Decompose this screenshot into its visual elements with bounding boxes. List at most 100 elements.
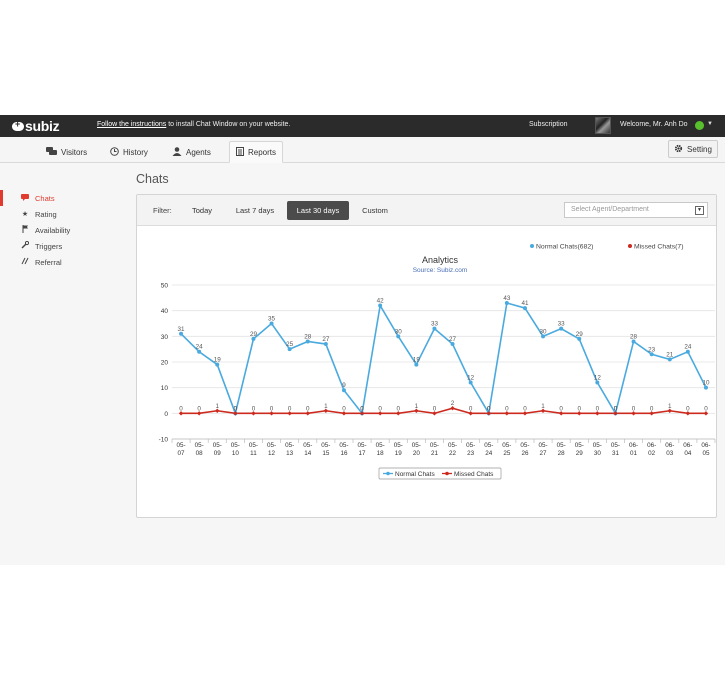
missed-chats-point xyxy=(341,411,347,416)
x-tick-label: 15 xyxy=(322,450,330,457)
normal-chats-data-label: 41 xyxy=(521,300,529,307)
tab-label: Agents xyxy=(186,147,211,157)
avatar[interactable] xyxy=(595,117,611,134)
main-nav: Visitors History Agents Reports Setting xyxy=(0,137,725,163)
missed-chats-point xyxy=(468,411,473,416)
normal-chats-point xyxy=(631,339,636,344)
clock-icon xyxy=(110,146,119,158)
sidebar-item-chats[interactable]: Chats xyxy=(0,190,120,206)
normal-chats-point xyxy=(504,300,509,305)
sidebar-item-referral[interactable]: Referral xyxy=(0,254,120,270)
missed-chats-data-label: 1 xyxy=(415,403,419,410)
subiz-logo[interactable]: subiz xyxy=(12,118,60,134)
normal-chats-point xyxy=(378,303,383,308)
missed-chats-point xyxy=(667,408,672,413)
chart-title: Analytics xyxy=(422,255,459,265)
chevron-down-icon[interactable]: ▼ xyxy=(707,121,713,127)
x-tick-label: 25 xyxy=(503,450,511,457)
normal-chats-point xyxy=(305,339,310,344)
sidebar-item-label: Availability xyxy=(35,225,71,235)
tab-reports[interactable]: Reports xyxy=(229,141,284,163)
x-tick-label: 30 xyxy=(594,450,602,457)
missed-chats-point xyxy=(196,411,202,416)
normal-chats-line xyxy=(180,301,707,417)
x-tick-label: 22 xyxy=(449,450,457,457)
normal-chats-point xyxy=(341,388,346,393)
filter-bar: Filter: Today Last 7 days Last 30 days C… xyxy=(137,195,716,226)
y-tick-label: 20 xyxy=(161,360,169,367)
missed-chats-data-label: 1 xyxy=(668,403,672,410)
normal-chats-data-label: 29 xyxy=(576,331,584,338)
x-tick-label: 01 xyxy=(630,450,638,457)
online-status-icon[interactable] xyxy=(695,121,704,130)
install-instructions-link[interactable]: Follow the instructions xyxy=(97,121,167,128)
missed-chats-data-label: 0 xyxy=(505,405,509,412)
sidebar-item-label: Rating xyxy=(35,209,57,219)
missed-chats-data-label: 0 xyxy=(704,405,708,412)
reports-sidebar: Chats ★ Rating Availability Triggers Ref… xyxy=(0,190,120,270)
flag-icon xyxy=(21,225,29,235)
missed-chats-data-label: 0 xyxy=(523,405,527,412)
x-tick-label: 05- xyxy=(448,442,457,449)
normal-chats-data-label: 35 xyxy=(268,316,276,323)
filter-last-30-days-button[interactable]: Last 30 days xyxy=(287,201,349,220)
subscription-link[interactable]: Subscription xyxy=(529,121,568,128)
normal-chats-data-label: 27 xyxy=(449,336,457,343)
missed-chats-point xyxy=(504,411,510,416)
normal-chats-data-label: 21 xyxy=(666,351,674,358)
bottom-legend-missed-label[interactable]: Missed Chats xyxy=(454,471,494,478)
x-tick-label: 26 xyxy=(521,450,529,457)
x-tick-label: 28 xyxy=(558,450,566,457)
normal-chats-point xyxy=(432,326,437,331)
sidebar-item-availability[interactable]: Availability xyxy=(0,222,120,238)
x-tick-label: 17 xyxy=(359,450,367,457)
welcome-text[interactable]: Welcome, Mr. Anh Do xyxy=(620,121,688,128)
setting-button[interactable]: Setting xyxy=(668,140,718,158)
x-tick-label: 05- xyxy=(466,442,475,449)
sidebar-item-label: Chats xyxy=(35,193,55,203)
chat-icon xyxy=(46,146,57,158)
normal-chats-point xyxy=(269,321,274,326)
normal-chats-data-label: 0 xyxy=(614,405,618,412)
normal-chats-data-label: 10 xyxy=(702,380,710,387)
agent-select-placeholder: Select Agent/Department xyxy=(571,206,649,213)
sidebar-item-rating[interactable]: ★ Rating xyxy=(0,206,120,222)
x-tick-label: 31 xyxy=(612,450,620,457)
normal-chats-data-label: 24 xyxy=(684,344,692,351)
missed-chats-data-label: 0 xyxy=(469,405,473,412)
gear-icon xyxy=(674,144,683,155)
filter-last-7-days-button[interactable]: Last 7 days xyxy=(235,206,275,215)
chart-subtitle: Source: Subiz.com xyxy=(413,267,468,274)
tab-label: Visitors xyxy=(61,147,88,157)
normal-chats-point xyxy=(703,385,708,390)
sidebar-item-triggers[interactable]: Triggers xyxy=(0,238,120,254)
bottom-legend-normal-label[interactable]: Normal Chats xyxy=(395,471,435,478)
x-tick-label: 02 xyxy=(648,450,656,457)
x-tick-label: 08 xyxy=(196,450,204,457)
tab-visitors[interactable]: Visitors xyxy=(40,141,93,163)
x-tick-label: 23 xyxy=(467,450,475,457)
bottom-legend-normal-marker xyxy=(386,471,390,476)
x-tick-label: 12 xyxy=(268,450,276,457)
normal-chats-data-label: 12 xyxy=(594,375,602,382)
missed-chats-point xyxy=(558,411,564,416)
filter-custom-button[interactable]: Custom xyxy=(362,206,388,215)
y-tick-label: 40 xyxy=(161,308,169,315)
missed-chats-data-label: 0 xyxy=(342,405,346,412)
normal-chats-point xyxy=(287,347,292,352)
x-tick-label: 20 xyxy=(413,450,421,457)
analytics-chart: -100102030405005-0705-0805-0905-1005-110… xyxy=(159,244,716,480)
normal-chats-point xyxy=(595,380,600,385)
missed-chats-data-label: 1 xyxy=(324,403,328,410)
tab-history[interactable]: History xyxy=(104,141,154,163)
x-tick-label: 05- xyxy=(611,442,620,449)
agent-department-select[interactable]: Select Agent/Department ▼ xyxy=(564,202,708,218)
normal-chats-data-label: 29 xyxy=(250,331,258,338)
user-icon xyxy=(172,146,182,158)
legend-normal-label[interactable]: Normal Chats(682) xyxy=(536,244,593,251)
legend-missed-label[interactable]: Missed Chats(7) xyxy=(634,244,683,251)
wrench-icon xyxy=(21,240,30,251)
x-tick-label: 05- xyxy=(357,442,366,449)
filter-today-button[interactable]: Today xyxy=(191,206,212,215)
tab-agents[interactable]: Agents xyxy=(166,141,217,163)
